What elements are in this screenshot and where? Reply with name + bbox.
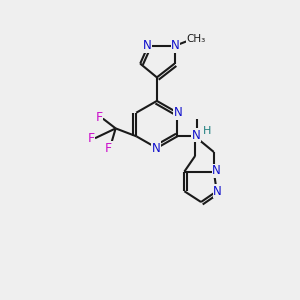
Text: F: F <box>95 111 103 124</box>
Text: N: N <box>152 142 160 154</box>
Text: CH₃: CH₃ <box>187 34 206 44</box>
Text: N: N <box>143 40 152 52</box>
Text: N: N <box>213 185 222 198</box>
Text: F: F <box>88 132 95 145</box>
Text: N: N <box>174 106 183 119</box>
Text: N: N <box>212 164 221 177</box>
Text: F: F <box>105 142 112 154</box>
Text: H: H <box>203 126 211 136</box>
Text: N: N <box>171 40 180 52</box>
Text: N: N <box>192 129 200 142</box>
